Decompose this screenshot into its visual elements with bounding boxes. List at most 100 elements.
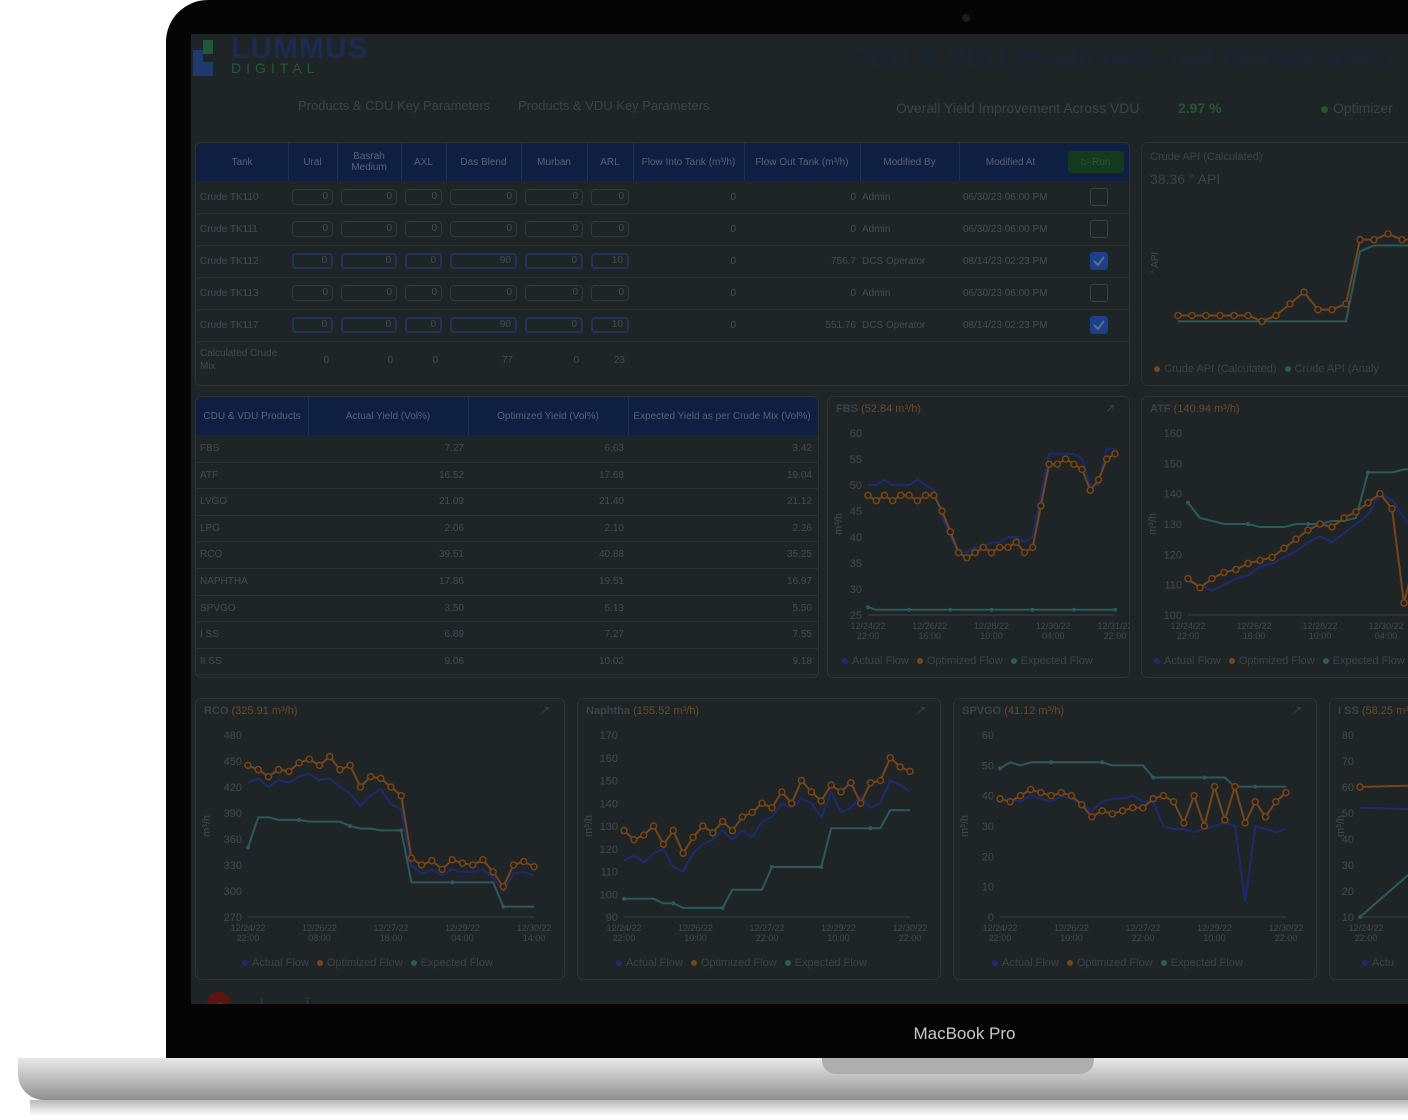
checkbox-icon[interactable]	[1090, 252, 1108, 270]
x-tick-label: 04:00	[451, 933, 474, 943]
crude-percent-input[interactable]: 0	[591, 285, 629, 301]
crude-percent-input[interactable]: 0	[591, 189, 629, 205]
run-button[interactable]: ▷ Run	[1068, 151, 1124, 173]
optimized-point	[407, 854, 416, 862]
crude-percent-input[interactable]: 0	[292, 253, 333, 269]
yield-value: 21.09	[438, 496, 464, 508]
legend-item[interactable]: Actual Flow	[626, 957, 683, 969]
crude-percent-input[interactable]: 0	[292, 285, 333, 301]
crude-percent-input[interactable]: 10	[591, 253, 629, 269]
crude-percent-input[interactable]: 0	[341, 285, 397, 301]
crude-percent-input[interactable]: 0	[341, 317, 397, 333]
y-tick-label: 30	[982, 821, 994, 833]
checkbox-icon[interactable]	[1090, 220, 1108, 238]
chart-title-text: SPVGO	[962, 705, 1002, 717]
optimized-point	[778, 788, 786, 796]
optimized-point	[1028, 543, 1037, 552]
crude-percent-input[interactable]: 0	[292, 317, 333, 333]
legend-item[interactable]: Expected Flow	[794, 957, 867, 969]
legend-item[interactable]: Crude API (Analy	[1294, 363, 1379, 375]
trend-icon[interactable]: ↗	[916, 703, 927, 717]
crude-percent-input[interactable]: 0	[525, 317, 583, 333]
expected-point	[1366, 470, 1370, 475]
expected-point	[989, 607, 994, 612]
crude-mix-value: 0	[387, 355, 393, 366]
checkbox-icon[interactable]	[1090, 188, 1108, 206]
atf-chart-card: ATF (140.94 m³/h) 160 150 140 130 120 110 100 m³…	[1141, 396, 1408, 678]
tab-products-cdu[interactable]: Products & CDU Key Parameters	[298, 98, 491, 113]
product-name: II SS	[200, 655, 222, 667]
legend-item[interactable]: Expected Flow	[1170, 957, 1243, 969]
row-divider	[196, 245, 1129, 246]
legend-item[interactable]: Expected Flow	[420, 957, 493, 969]
legend-marker-icon	[316, 960, 323, 966]
legend-item[interactable]: Optimized Flow	[326, 957, 403, 969]
tab-crude-assay[interactable]: Crude Assay	[195, 98, 274, 113]
crude-percent-input[interactable]: 10	[591, 317, 629, 333]
crude-percent-input[interactable]: 0	[525, 285, 583, 301]
crude-percent-input[interactable]: 0	[525, 253, 583, 269]
trend-icon[interactable]: ↗	[1105, 401, 1116, 415]
fbs-chart-card: FBS (52.84 m³/h) ↗ 60 55 50 45 40 35 30 25 m³/h 12/…	[827, 396, 1130, 678]
legend-item[interactable]: Optimized Flow	[1238, 655, 1315, 667]
crude-percent-input[interactable]: 0	[591, 221, 629, 237]
crude-percent-input[interactable]: 0	[292, 189, 333, 205]
crude-percent-input[interactable]: 0	[341, 189, 397, 205]
product-name: SPVGO	[200, 602, 236, 614]
tab-products-vdu[interactable]: Products & VDU Key Parameters	[518, 98, 710, 113]
flow-out-value: 551.76	[825, 320, 856, 331]
checkbox-icon[interactable]	[1090, 316, 1108, 334]
expected-point	[1253, 784, 1258, 789]
optimized-point	[718, 817, 727, 826]
crude-percent-input[interactable]: 0	[405, 285, 442, 301]
optimized-point	[468, 861, 477, 869]
legend-item[interactable]: Actu	[1372, 957, 1395, 969]
crude-percent-input[interactable]: 0	[405, 317, 442, 333]
trend-icon[interactable]: ↗	[1292, 703, 1303, 717]
crude-percent-input[interactable]: 0	[292, 221, 333, 237]
crude-percent-input[interactable]: 0	[405, 221, 442, 237]
crude-percent-input[interactable]: 90	[450, 253, 517, 269]
x-tick-label: 12/29/22	[1197, 923, 1232, 933]
optimized-point	[1067, 791, 1076, 800]
x-tick-label: 14:00	[523, 933, 546, 943]
brand-logo[interactable]: LUMMUS DIGITAL	[191, 34, 381, 82]
legend-item[interactable]: Actual Flow	[1002, 957, 1059, 969]
legend-item[interactable]: Expected Flow	[1332, 655, 1405, 667]
optimized-point	[264, 772, 273, 781]
crude-percent-input[interactable]: 0	[525, 189, 583, 205]
yield-value: 7.55	[792, 629, 812, 641]
checkbox-icon[interactable]	[1090, 284, 1108, 302]
optimized-flow-line	[623, 756, 911, 856]
crude-percent-input[interactable]: 0	[405, 189, 442, 205]
crude-percent-input[interactable]: 0	[450, 285, 517, 301]
download-icon[interactable]: ⭳	[259, 994, 264, 1004]
legend-item[interactable]: Actual Flow	[1164, 655, 1221, 667]
modified-by: Admin	[862, 192, 891, 203]
legend-marker-icon	[916, 658, 923, 664]
crude-percent-input[interactable]: 0	[341, 221, 397, 237]
crude-percent-input[interactable]: 0	[450, 221, 517, 237]
alert-icon[interactable]: ●	[207, 992, 231, 1004]
crude-percent-input[interactable]: 0	[341, 253, 397, 269]
api-point	[1342, 300, 1350, 308]
legend-item[interactable]: Optimized Flow	[1076, 957, 1153, 969]
optimized-point	[1282, 788, 1290, 797]
optimized-point	[768, 804, 776, 812]
chart-title: I SS (58.25 m³/h)	[1338, 705, 1408, 717]
trend-icon[interactable]: ↗	[540, 703, 551, 717]
legend-item[interactable]: Actual Flow	[852, 655, 909, 667]
x-tick-label: 16:00	[1243, 631, 1266, 641]
legend-item[interactable]: Expected Flow	[1020, 655, 1093, 667]
crude-percent-input[interactable]: 0	[405, 253, 442, 269]
upload-icon[interactable]: ⭱	[305, 994, 310, 1004]
chart-legend: Actu	[1354, 957, 1394, 969]
legend-item[interactable]: Optimized Flow	[700, 957, 777, 969]
crude-percent-input[interactable]: 0	[525, 221, 583, 237]
legend-item[interactable]: Crude API (Calculated)	[1164, 363, 1277, 375]
x-tick-label: 12/27/22	[1125, 923, 1160, 933]
crude-percent-input[interactable]: 90	[450, 317, 517, 333]
legend-item[interactable]: Actual Flow	[252, 957, 309, 969]
crude-percent-input[interactable]: 0	[450, 189, 517, 205]
legend-item[interactable]: Optimized Flow	[926, 655, 1003, 667]
